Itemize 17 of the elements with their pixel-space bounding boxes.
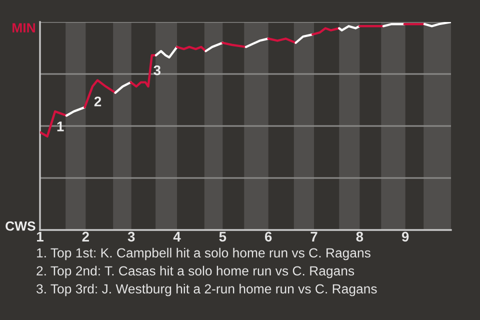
x-tick-label: 9 xyxy=(402,232,409,242)
x-tick-label: 3 xyxy=(128,232,135,242)
annotation: 2 xyxy=(94,96,102,106)
text: CWS xyxy=(6,221,36,231)
x-tick-label: 5 xyxy=(219,232,226,242)
x-tick-label: 4 xyxy=(173,232,181,242)
text: 2. Top 2nd: T. Casas hit a solo home run vs C. Ragans xyxy=(36,266,354,278)
x-tick-label: 2 xyxy=(82,232,89,242)
text: 3. Top 3rd: J. Westburg hit a 2-run home run vs C. Ragans xyxy=(36,284,377,296)
text: MIN xyxy=(12,23,35,32)
annotation: 3 xyxy=(154,65,160,76)
x-tick-label: 7 xyxy=(310,232,318,242)
x-tick-label: 6 xyxy=(264,232,272,242)
annotation: 1 xyxy=(57,122,64,132)
x-tick-label: 8 xyxy=(356,232,364,242)
x-tick-label: 1 xyxy=(37,232,44,242)
text: 1. Top 1st: K. Campbell hit a solo home run vs C. Ragans xyxy=(37,248,370,260)
